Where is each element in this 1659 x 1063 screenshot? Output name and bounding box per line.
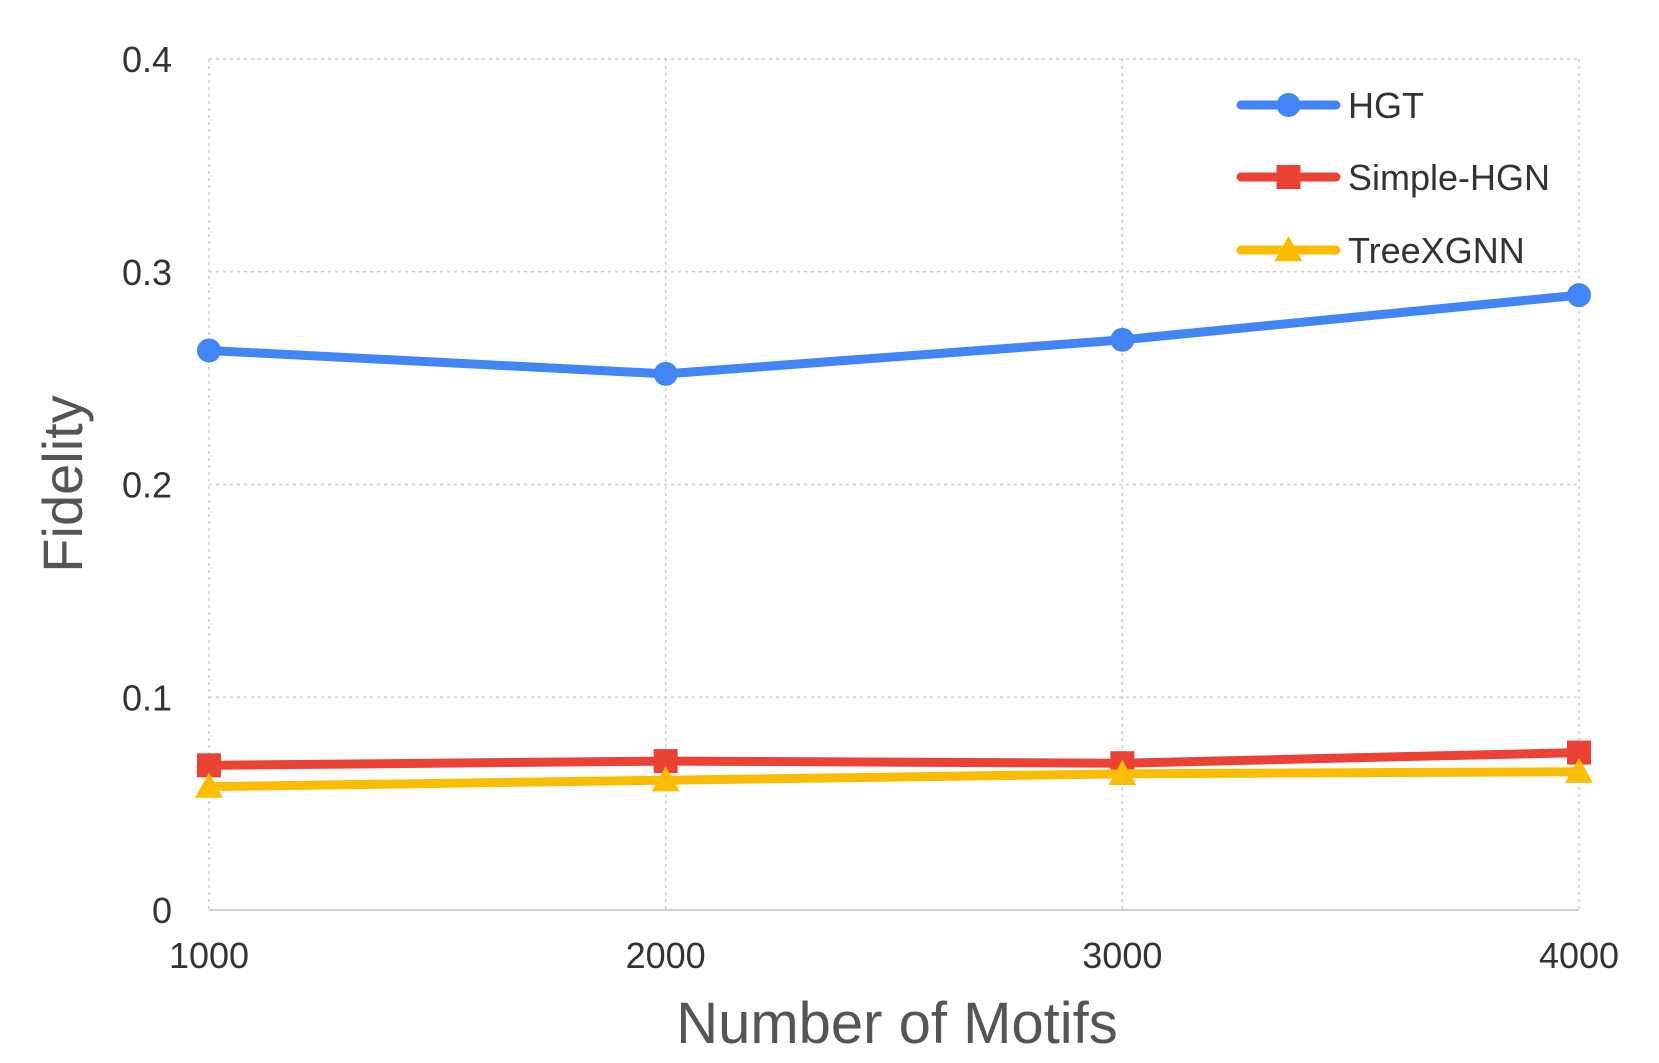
legend-marker [1276,165,1301,189]
data-point [651,766,680,792]
x-tick-label: 3000 [1082,935,1162,976]
series-treexgnn [195,757,1593,798]
x-tick-label: 2000 [626,935,706,976]
x-axis-title: Number of Motifs [676,991,1118,1056]
series-group [195,283,1593,798]
legend-marker [1274,236,1303,262]
legend-item: TreeXGNN [1236,230,1525,271]
legend-item: HGT [1236,85,1424,126]
series-line [204,767,1584,792]
x-tick-label: 1000 [169,935,249,976]
legend-label: HGT [1348,85,1424,126]
axes: 0 0.1 0.2 0.3 0.4 1000 2000 3000 4000 [122,39,1619,976]
y-tick-label: 0.2 [122,465,172,506]
data-point [653,361,678,386]
y-axis-title: Fidelity [31,395,94,572]
series-line [204,748,1584,770]
data-point [1567,283,1591,308]
legend-label: TreeXGNN [1348,230,1525,271]
data-point [195,772,223,798]
y-tick-label: 0.4 [122,39,172,80]
legend-item: Simple-HGN [1236,157,1550,198]
data-point [1565,757,1593,783]
legend: HGT Simple-HGN TreeXGNN [1236,85,1550,271]
series-hgt [197,283,1591,386]
legend-marker [1276,93,1301,117]
x-tick-label: 4000 [1539,935,1619,976]
data-point [1110,327,1135,352]
legend-label: Simple-HGN [1348,157,1550,198]
series-line [204,290,1584,379]
data-point [1108,759,1137,786]
y-tick-label: 0 [152,890,172,931]
data-point [197,338,221,363]
y-tick-label: 0.3 [122,252,172,293]
y-tick-label: 0.1 [122,677,172,718]
